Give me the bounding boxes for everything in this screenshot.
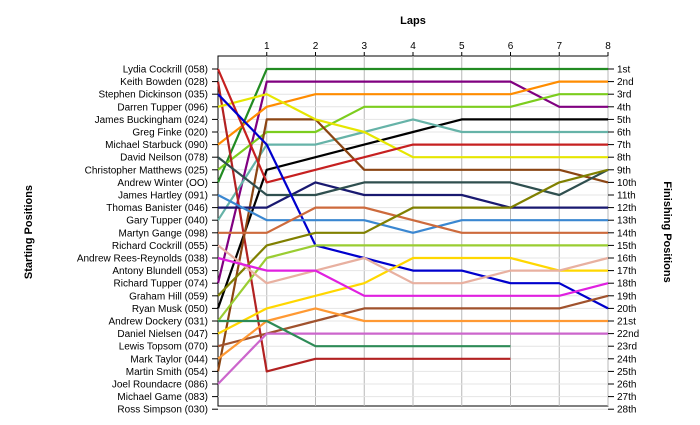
- lap-tick-label: 1: [264, 41, 270, 52]
- starting-driver-label: Martyn Gange (098): [119, 228, 209, 239]
- driver-position-line: [217, 256, 609, 297]
- finishing-position-label: 3rd: [617, 90, 631, 101]
- starting-driver-label: Michael Starbuck (090): [105, 140, 208, 151]
- finishing-position-label: 27th: [617, 392, 636, 403]
- starting-driver-label: Martin Smith (054): [126, 367, 208, 378]
- finishing-position-label: 12th: [617, 203, 636, 214]
- driver-position-line: [218, 206, 608, 234]
- starting-driver-label: Antony Blundell (053): [112, 266, 208, 277]
- starting-driver-label: Mark Taylor (044): [130, 354, 208, 365]
- starting-driver-label: Lewis Topsom (070): [119, 342, 208, 353]
- finishing-position-label: 14th: [617, 228, 636, 239]
- finishing-position-label: 18th: [617, 279, 636, 290]
- finishing-position-label: 15th: [617, 241, 636, 252]
- lap-tick-label: 5: [459, 41, 465, 52]
- starting-driver-label: Darren Tupper (096): [117, 102, 208, 113]
- driver-position-line: [216, 81, 511, 373]
- driver-position-line: [217, 194, 608, 234]
- lap-tick-label: 7: [556, 41, 562, 52]
- starting-driver-label: Michael Game (083): [117, 392, 208, 403]
- starting-driver-label: Ryan Musk (050): [132, 304, 208, 315]
- finishing-position-label: 23rd: [617, 342, 637, 353]
- lap-tick-labels: 1 2 3 4 5 6 7 8: [264, 41, 611, 56]
- starting-driver-label: Joel Roundacre (086): [112, 380, 208, 391]
- y-axis-title-left: Starting Positions: [23, 185, 35, 279]
- driver-position-line: [216, 118, 609, 372]
- driver-position-line: [217, 93, 609, 310]
- finishing-position-label: 19th: [617, 291, 636, 302]
- driver-position-line: [217, 332, 608, 385]
- starting-driver-label: James Hartley (091): [118, 191, 208, 202]
- finishing-position-label: 8th: [617, 153, 631, 164]
- starting-driver-label: Keith Bowden (028): [120, 77, 208, 88]
- driver-position-line: [217, 118, 608, 221]
- finishing-position-label: 28th: [617, 405, 636, 416]
- finishing-position-label: 10th: [617, 178, 636, 189]
- finishing-position-label: 21st: [617, 317, 636, 328]
- lap-tick-label: 4: [410, 41, 416, 52]
- starting-driver-label: Andrew Rees-Reynolds (038): [77, 254, 208, 265]
- starting-driver-label: Gary Tupper (040): [126, 216, 208, 227]
- starting-driver-label: David Neilson (078): [120, 153, 208, 164]
- starting-driver-label: Richard Tupper (074): [114, 279, 209, 290]
- series-layer: [216, 67, 609, 385]
- finishing-position-label: 20th: [617, 304, 636, 315]
- starting-driver-label: James Buckingham (024): [95, 115, 208, 126]
- finishing-position-label: 9th: [617, 165, 631, 176]
- y-axis-title-right: Finishing Positions: [661, 181, 673, 282]
- starting-driver-label: Thomas Banister (046): [106, 203, 208, 214]
- finishing-position-label: 25th: [617, 367, 636, 378]
- finishing-position-label: 7th: [617, 140, 631, 151]
- finishing-position-label: 22nd: [617, 329, 639, 340]
- finishing-position-label: 26th: [617, 380, 636, 391]
- driver-position-line: [217, 168, 609, 297]
- driver-position-line: [218, 319, 511, 348]
- starting-driver-label: Ross Simpson (030): [117, 405, 208, 416]
- starting-driver-label: Richard Cockrill (055): [112, 241, 208, 252]
- finishing-position-label: 17th: [617, 266, 636, 277]
- finishing-position-label: 11th: [617, 191, 636, 202]
- driver-position-line: [217, 244, 608, 322]
- finishing-position-label: 5th: [617, 115, 631, 126]
- driver-position-line: [217, 307, 608, 360]
- starting-driver-label: Graham Hill (059): [129, 291, 208, 302]
- finishing-position-label: 24th: [617, 354, 636, 365]
- lap-tick-label: 6: [508, 41, 514, 52]
- lap-tick-label: 3: [361, 41, 367, 52]
- driver-position-line: [217, 93, 608, 159]
- starting-driver-label: Greg Finke (020): [132, 128, 208, 139]
- finishing-position-label: 16th: [617, 254, 636, 265]
- starting-grid-labels: Lydia Cockrill (058)Keith Bowden (028) St…: [77, 65, 218, 416]
- starting-driver-label: Lydia Cockrill (058): [123, 65, 208, 76]
- driver-position-line: [216, 67, 608, 183]
- lap-tick-label: 2: [313, 41, 319, 52]
- finishing-position-label: 6th: [617, 128, 631, 139]
- driver-position-line: [217, 93, 608, 171]
- starting-driver-label: Daniel Nielsen (047): [117, 329, 208, 340]
- finishing-position-label: 13th: [617, 216, 636, 227]
- driver-position-line: [218, 181, 608, 209]
- lap-tick-label: 8: [605, 41, 611, 52]
- driver-position-line: [217, 244, 609, 285]
- finishing-position-label: 1st: [617, 65, 631, 76]
- starting-driver-label: Andrew Dockery (031): [109, 317, 208, 328]
- starting-driver-label: Stephen Dickinson (035): [98, 90, 208, 101]
- chart-title: Laps: [400, 15, 426, 27]
- finishing-position-label: 2nd: [617, 77, 634, 88]
- starting-driver-label: Christopher Matthews (025): [85, 165, 208, 176]
- starting-driver-label: Andrew Winter (OO): [117, 178, 208, 189]
- driver-position-line: [216, 118, 608, 309]
- finishing-position-label: 4th: [617, 102, 631, 113]
- driver-position-line: [217, 256, 608, 335]
